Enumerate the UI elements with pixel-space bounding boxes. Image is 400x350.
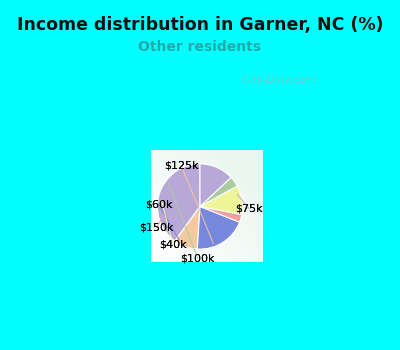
Wedge shape: [197, 206, 240, 249]
Wedge shape: [158, 164, 200, 241]
Text: $75k: $75k: [236, 204, 263, 214]
Text: $60k: $60k: [145, 199, 172, 209]
Wedge shape: [175, 206, 200, 249]
Text: $150k: $150k: [139, 223, 174, 233]
Wedge shape: [200, 206, 242, 222]
Text: $40k: $40k: [159, 240, 187, 250]
Wedge shape: [200, 177, 237, 206]
Text: $150k: $150k: [139, 223, 174, 233]
Text: Income distribution in Garner, NC (%): Income distribution in Garner, NC (%): [17, 16, 383, 34]
Wedge shape: [200, 186, 242, 215]
Text: $75k: $75k: [236, 204, 263, 214]
Text: $125k: $125k: [164, 160, 198, 170]
Text: $40k: $40k: [159, 240, 187, 250]
Text: $100k: $100k: [180, 253, 215, 263]
Text: $100k: $100k: [180, 253, 215, 263]
Text: City-Data.com: City-Data.com: [236, 75, 317, 85]
Text: $60k: $60k: [145, 199, 172, 209]
Text: $125k: $125k: [164, 160, 198, 170]
Wedge shape: [200, 164, 231, 206]
Text: Other residents: Other residents: [138, 40, 262, 54]
